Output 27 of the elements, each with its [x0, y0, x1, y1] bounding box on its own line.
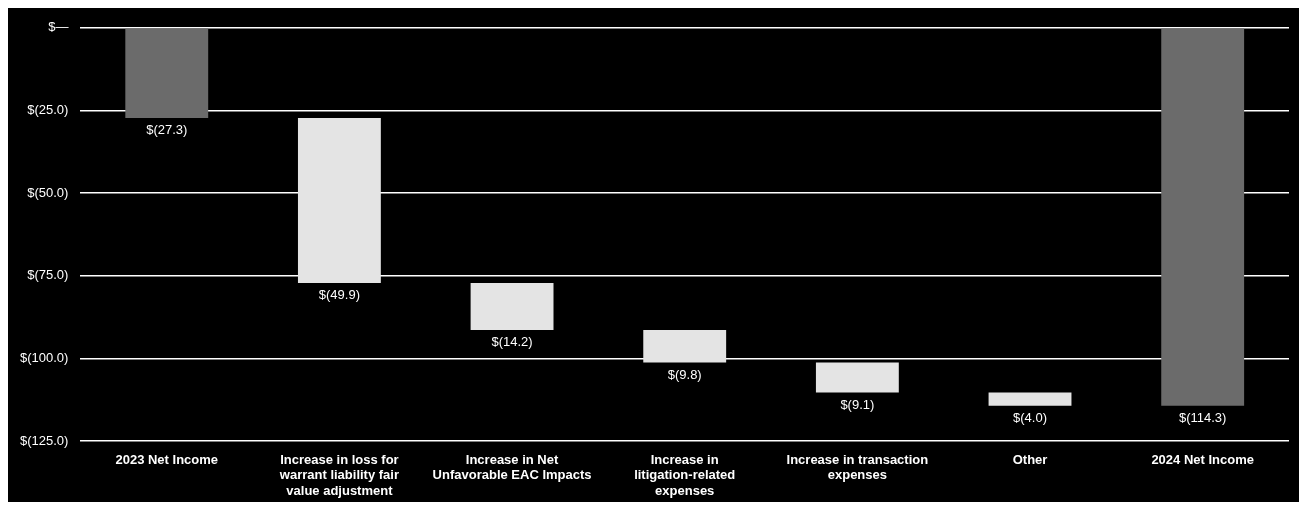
data-label: $(4.0) [1013, 409, 1047, 425]
y-tick-label: $(100.0) [20, 350, 69, 366]
bar [125, 28, 209, 119]
x-tick-label: Other [1012, 451, 1048, 467]
bar [988, 392, 1072, 406]
x-tick-label: 2024 Net Income [1151, 451, 1254, 467]
x-tick-label: 2023 Net Income [115, 451, 219, 467]
y-tick-label: $(75.0) [27, 267, 69, 283]
data-label: $(14.2) [491, 334, 533, 350]
data-label: $(49.9) [318, 287, 360, 303]
y-tick-label: $— [48, 19, 69, 35]
bar [297, 118, 381, 284]
x-tick-label: Increase in litigation-related expenses [634, 451, 736, 498]
x-tick-label: Increase in Net Unfavorable EAC Impacts [432, 451, 592, 483]
y-tick-label: $(125.0) [20, 432, 69, 448]
bar [643, 330, 727, 363]
data-label: $(9.1) [840, 396, 875, 412]
bar [815, 362, 899, 393]
data-label: $(9.8) [667, 366, 702, 382]
bar [470, 283, 554, 331]
data-label: $(27.3) [146, 122, 188, 138]
bar [1161, 28, 1245, 406]
y-tick-label: $(50.0) [27, 184, 69, 200]
x-tick-label: Increase in transaction expenses [786, 451, 929, 483]
y-tick-label: $(25.0) [27, 102, 69, 118]
data-label: $(114.3) [1178, 409, 1227, 425]
x-tick-label: Increase in loss for warrant liability fair value adjustment [278, 451, 399, 498]
